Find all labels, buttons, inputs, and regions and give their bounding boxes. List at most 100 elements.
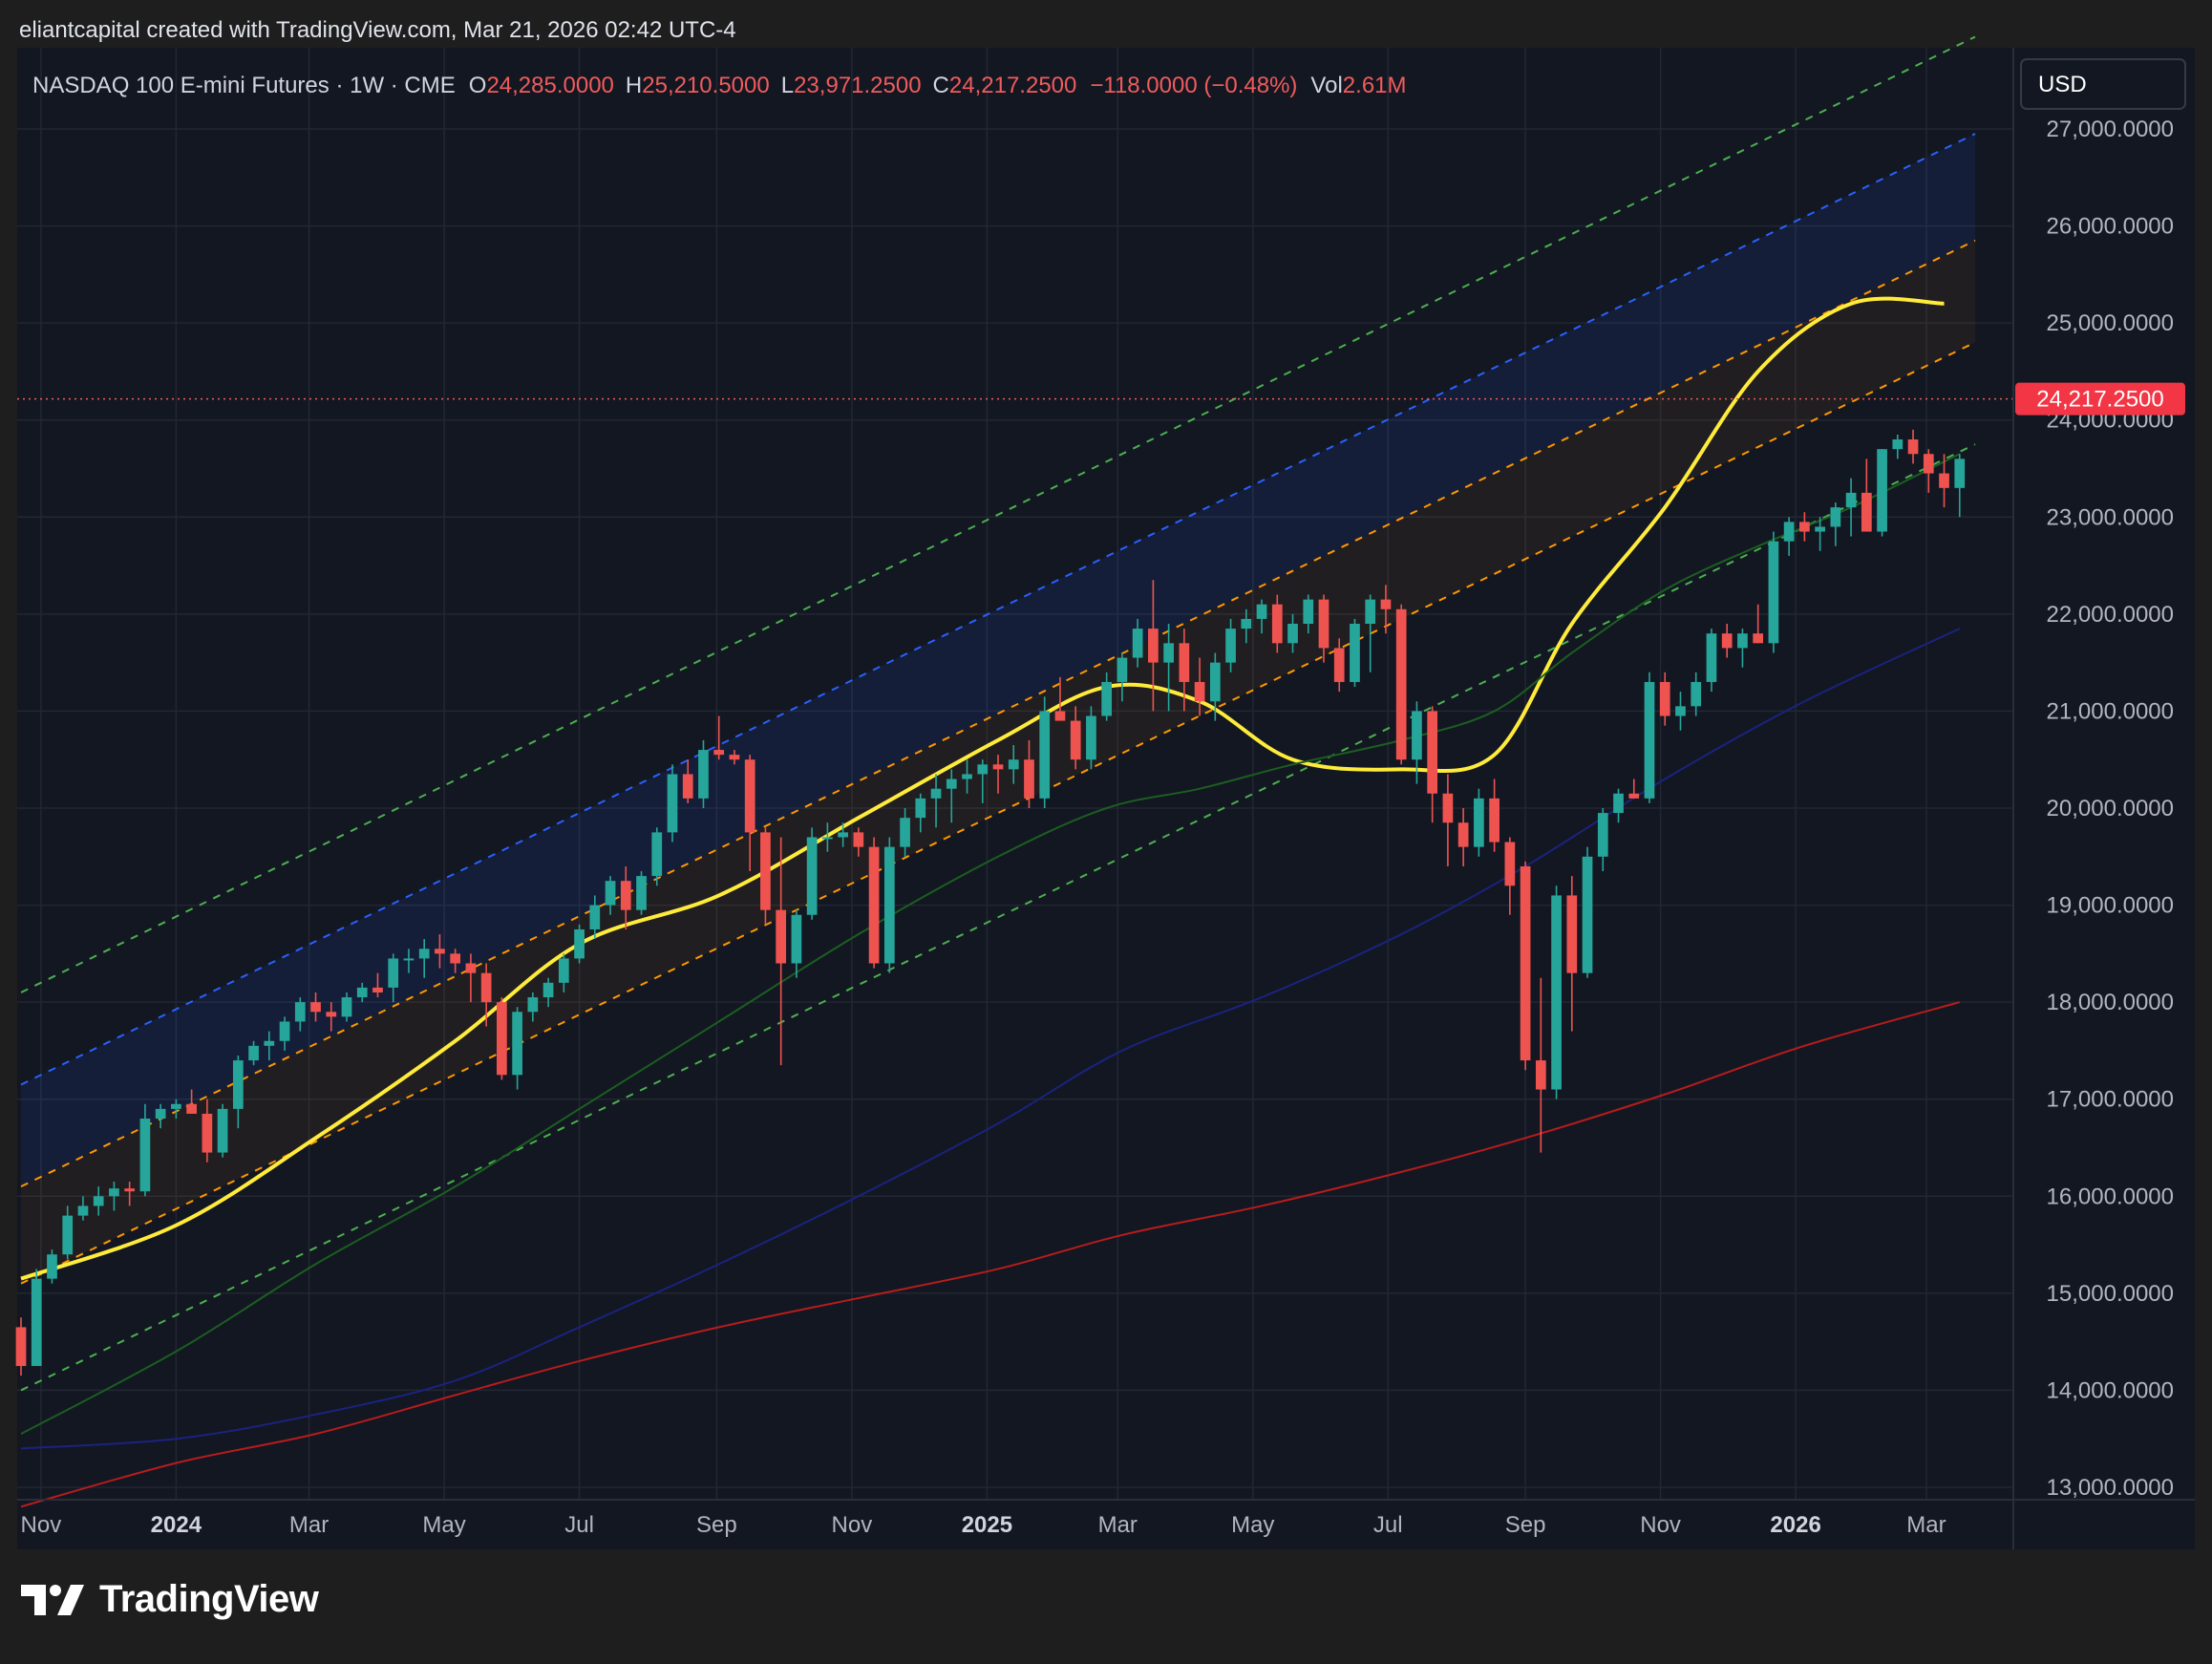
candle[interactable] (930, 774, 942, 828)
candle[interactable] (1054, 676, 1066, 721)
candle[interactable] (171, 1099, 181, 1120)
candle[interactable] (1457, 808, 1469, 866)
candle[interactable] (698, 739, 709, 808)
candle[interactable] (1675, 692, 1686, 731)
candle[interactable] (1209, 652, 1221, 721)
candle[interactable] (1380, 585, 1392, 634)
candle[interactable] (605, 876, 616, 915)
candle[interactable] (1628, 779, 1640, 799)
candle[interactable] (1303, 594, 1314, 634)
candle[interactable] (883, 837, 895, 973)
candle[interactable] (1132, 618, 1143, 668)
candle[interactable] (868, 837, 880, 969)
currency-button[interactable]: USD (2020, 58, 2186, 110)
candle[interactable] (1179, 629, 1190, 712)
candle[interactable] (186, 1089, 197, 1114)
candle[interactable] (217, 1103, 228, 1158)
candle[interactable] (776, 837, 787, 1066)
candle[interactable] (1691, 672, 1702, 716)
candle[interactable] (341, 992, 352, 1022)
candle[interactable] (248, 1040, 259, 1066)
candle[interactable] (1954, 454, 1966, 518)
candle[interactable] (1613, 788, 1624, 823)
candle[interactable] (310, 992, 321, 1022)
candle[interactable] (1582, 846, 1593, 978)
candle[interactable] (403, 949, 415, 973)
candle[interactable] (713, 715, 725, 760)
candle[interactable] (1474, 788, 1484, 857)
candle[interactable] (1163, 624, 1174, 712)
candle[interactable] (1256, 599, 1267, 634)
candle[interactable] (946, 769, 957, 823)
candle[interactable] (1148, 580, 1159, 712)
candle[interactable] (1086, 706, 1096, 770)
candle[interactable] (1225, 618, 1236, 672)
candle[interactable] (450, 949, 461, 973)
candle[interactable] (1923, 449, 1934, 493)
price-axis[interactable]: 13,000.0000 14,000.0000 15,000.0000 16,000.… (2047, 117, 2174, 1501)
candle[interactable] (77, 1196, 89, 1221)
candle[interactable] (1350, 618, 1360, 688)
candle[interactable] (1783, 517, 1795, 556)
candle[interactable] (435, 934, 445, 969)
candle[interactable] (155, 1103, 166, 1129)
candle[interactable] (574, 924, 585, 964)
candle[interactable] (124, 1182, 136, 1206)
candle[interactable] (1241, 608, 1252, 644)
candle[interactable] (109, 1182, 119, 1211)
candle[interactable] (62, 1205, 74, 1260)
candle[interactable] (1442, 774, 1454, 866)
candle[interactable] (1117, 652, 1128, 702)
candle[interactable] (47, 1249, 57, 1284)
candle[interactable] (1287, 613, 1298, 653)
candle[interactable] (589, 895, 601, 940)
candle[interactable] (1799, 512, 1810, 542)
candle[interactable] (838, 822, 848, 847)
candle[interactable] (760, 827, 771, 925)
candle[interactable] (294, 997, 306, 1032)
candle[interactable] (1659, 672, 1670, 726)
time-axis[interactable]: Nov 2024 Mar May Jul Sep Nov 2025 Mar May Jul Sep No… (21, 1512, 1946, 1538)
candle[interactable] (791, 909, 802, 978)
candle[interactable] (744, 755, 755, 872)
candle[interactable] (900, 808, 910, 857)
ohlc-legend[interactable]: NASDAQ 100 E-mini Futures · 1W · CME O24,… (32, 73, 1407, 98)
candle[interactable] (1768, 531, 1779, 653)
candle[interactable] (1706, 629, 1717, 693)
candle[interactable] (651, 827, 663, 886)
candle[interactable] (915, 793, 926, 833)
candle[interactable] (326, 1002, 337, 1032)
candle[interactable] (1489, 779, 1499, 852)
candle[interactable] (1504, 837, 1516, 915)
candle[interactable] (93, 1186, 104, 1216)
candle[interactable] (15, 1317, 27, 1376)
candle[interactable] (1412, 701, 1422, 784)
candle[interactable] (822, 822, 833, 852)
candle[interactable] (682, 759, 693, 803)
candle[interactable] (1520, 861, 1531, 1071)
candle[interactable] (1907, 429, 1919, 464)
candle[interactable] (264, 1031, 275, 1061)
candle[interactable] (1939, 454, 1949, 508)
candle[interactable] (1271, 594, 1283, 653)
candle[interactable] (1365, 594, 1376, 672)
candle[interactable] (512, 1007, 522, 1090)
candle[interactable] (356, 982, 368, 1003)
candle[interactable] (388, 953, 399, 1003)
candle[interactable] (1024, 739, 1034, 808)
candle[interactable] (1861, 459, 1872, 532)
candle[interactable] (1333, 638, 1345, 693)
candle[interactable] (279, 1016, 290, 1051)
candle[interactable] (527, 992, 539, 1022)
candle[interactable] (1070, 706, 1081, 770)
candle[interactable] (480, 963, 492, 1027)
candle[interactable] (977, 759, 989, 803)
candle[interactable] (1427, 706, 1438, 823)
candle[interactable] (729, 750, 740, 765)
candles[interactable] (15, 429, 1966, 1376)
candle[interactable] (31, 1269, 42, 1367)
candle[interactable] (1597, 808, 1608, 872)
candle[interactable] (372, 972, 383, 998)
candle[interactable] (992, 755, 1004, 794)
candle[interactable] (202, 1099, 213, 1163)
